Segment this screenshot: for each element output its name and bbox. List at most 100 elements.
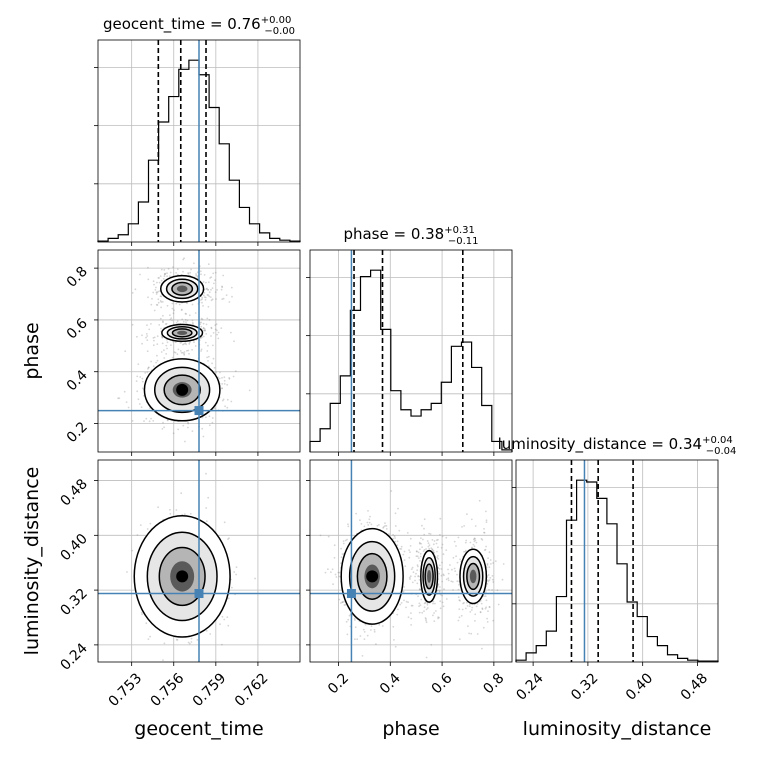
panel-phase-vs-geocent_time-point bbox=[147, 366, 150, 369]
panel-luminosity_distance-vs-phase-point bbox=[411, 581, 414, 584]
panel-phase-vs-geocent_time-point bbox=[207, 281, 210, 284]
panel-phase-vs-geocent_time-point bbox=[205, 416, 207, 419]
panel-luminosity_distance-vs-phase-core bbox=[366, 570, 379, 583]
panel-phase-vs-geocent_time-point bbox=[211, 287, 214, 289]
panel-luminosity_distance-vs-phase-point bbox=[447, 568, 449, 571]
panel-luminosity_distance-vs-phase-point bbox=[426, 607, 429, 609]
panel-luminosity_distance-vs-phase-point bbox=[417, 595, 419, 598]
panel-luminosity_distance-vs-geocent_time-core bbox=[176, 570, 189, 583]
panel-phase-vs-geocent_time-point bbox=[123, 390, 126, 393]
panel-luminosity_distance-vs-phase-point bbox=[410, 568, 413, 570]
panel-phase-vs-geocent_time-point bbox=[210, 276, 213, 278]
panel-phase-vs-geocent_time-point bbox=[216, 329, 218, 332]
panel-phase-vs-geocent_time-point bbox=[178, 303, 181, 306]
panel-luminosity_distance-vs-phase-point bbox=[335, 576, 338, 578]
panel-luminosity_distance-vs-phase-point bbox=[423, 533, 426, 536]
panel-phase-vs-geocent_time-point bbox=[206, 356, 209, 359]
panel-phase-vs-geocent_time-point bbox=[223, 379, 226, 382]
panel-luminosity_distance-vs-geocent_time-point bbox=[205, 472, 207, 475]
panel-luminosity_distance-vs-phase-point bbox=[392, 625, 395, 628]
panel-phase-vs-geocent_time-point bbox=[187, 272, 190, 274]
hist-geocent_time-title-median: 0.76 bbox=[227, 15, 260, 33]
panel-luminosity_distance-vs-phase-point bbox=[366, 521, 369, 524]
panel-luminosity_distance-vs-phase-point bbox=[433, 612, 435, 614]
panel-luminosity_distance-vs-phase-point bbox=[488, 566, 491, 568]
panel-phase-vs-geocent_time-point bbox=[205, 288, 208, 290]
panel-phase-vs-geocent_time-point bbox=[175, 322, 178, 324]
panel-luminosity_distance-vs-phase-point bbox=[319, 534, 322, 537]
panel-phase-vs-geocent_time-point bbox=[158, 281, 161, 284]
panel-luminosity_distance-vs-phase-point bbox=[486, 621, 489, 623]
panel-luminosity_distance-vs-phase-point bbox=[342, 542, 345, 545]
panel-phase-vs-geocent_time-point bbox=[202, 327, 205, 330]
panel-luminosity_distance-vs-phase-point bbox=[362, 628, 365, 631]
panel-luminosity_distance-vs-phase-point bbox=[482, 626, 485, 629]
panel-phase-vs-geocent_time-point bbox=[221, 399, 224, 402]
panel-luminosity_distance-vs-phase-point bbox=[437, 546, 439, 549]
panel-luminosity_distance-vs-phase-point bbox=[427, 545, 430, 548]
panel-luminosity_distance-vs-phase-point bbox=[347, 618, 350, 621]
panel-luminosity_distance-vs-phase-point bbox=[425, 608, 428, 611]
data-layer bbox=[97, 40, 719, 662]
panel-phase-vs-geocent_time-point bbox=[207, 305, 210, 308]
panel-phase-vs-geocent_time-point bbox=[204, 299, 207, 301]
hist-luminosity_distance-title-name: luminosity_distance bbox=[498, 435, 647, 454]
panel-phase-vs-geocent_time-point bbox=[160, 279, 163, 282]
panel-luminosity_distance-vs-phase-point bbox=[384, 525, 386, 527]
panel-luminosity_distance-vs-phase-point bbox=[396, 613, 399, 616]
panel-phase-vs-geocent_time-point bbox=[199, 270, 202, 273]
panel-luminosity_distance-vs-geocent_time-point bbox=[227, 624, 230, 627]
hist-geocent_time-title-plus: +0.00 bbox=[261, 15, 292, 26]
panel-phase-vs-geocent_time-point bbox=[171, 307, 174, 310]
panel-luminosity_distance-vs-phase-point bbox=[487, 610, 489, 612]
panel-phase-vs-geocent_time-point bbox=[194, 345, 197, 347]
panel-phase-vs-geocent_time-point bbox=[201, 427, 204, 430]
panel-phase-vs-geocent_time-point bbox=[183, 354, 186, 356]
panel-phase-vs-geocent_time-point bbox=[217, 337, 220, 340]
panel-phase-vs-geocent_time-point bbox=[220, 288, 223, 291]
panel-luminosity_distance-vs-phase-point bbox=[419, 552, 422, 555]
panel-luminosity_distance-vs-phase-point bbox=[424, 602, 427, 604]
hist-phase-title-plus: +0.31 bbox=[444, 225, 475, 236]
panel-phase-vs-geocent_time-point bbox=[202, 322, 205, 325]
panel-phase-vs-geocent_time-point bbox=[176, 353, 179, 356]
panel-luminosity_distance-vs-phase-point bbox=[423, 606, 426, 609]
panel-phase-vs-geocent_time-point bbox=[181, 308, 183, 311]
panel-luminosity_distance-vs-phase-point bbox=[415, 572, 417, 575]
panel-luminosity_distance-vs-phase-point bbox=[481, 539, 484, 541]
panel-phase-vs-geocent_time-point bbox=[190, 268, 193, 271]
panel-phase-vs-geocent_time-point bbox=[124, 350, 127, 353]
panel-phase-vs-geocent_time-point bbox=[184, 312, 187, 315]
panel-phase-vs-geocent_time-point bbox=[175, 272, 178, 274]
panel-phase-vs-geocent_time-point bbox=[195, 273, 197, 275]
hist-luminosity_distance-xtick-label-2: 0.40 bbox=[623, 670, 656, 703]
panel-luminosity_distance-vs-phase-point bbox=[475, 605, 478, 608]
panel-luminosity_distance-vs-phase-point bbox=[354, 626, 357, 629]
panel-phase-vs-geocent_time-point bbox=[223, 376, 226, 379]
panel-luminosity_distance-vs-geocent_time-point bbox=[221, 643, 223, 646]
panel-luminosity_distance-vs-phase-point bbox=[408, 576, 411, 579]
panel-luminosity_distance-vs-phase-point bbox=[437, 583, 440, 585]
panel-phase-vs-geocent_time-point bbox=[157, 277, 160, 279]
panel-phase-vs-geocent_time-point bbox=[179, 350, 182, 352]
panel-luminosity_distance-vs-phase-point bbox=[488, 589, 490, 591]
panel-luminosity_distance-vs-geocent_time-xtick-label-0: 0.753 bbox=[106, 670, 146, 710]
panel-phase-vs-geocent_time-point bbox=[221, 285, 223, 288]
hist-luminosity_distance-title-eq: = bbox=[647, 435, 669, 453]
xaxis-label-geocent_time: geocent_time bbox=[134, 718, 263, 740]
panel-luminosity_distance-vs-phase-point bbox=[345, 620, 348, 623]
panel-luminosity_distance-vs-phase-point bbox=[396, 540, 399, 543]
panel-phase-vs-geocent_time-point bbox=[127, 406, 130, 409]
panel-luminosity_distance-vs-phase-point bbox=[437, 555, 439, 557]
panel-luminosity_distance-vs-phase-point bbox=[497, 603, 500, 606]
panel-luminosity_distance-vs-geocent_time-point bbox=[223, 521, 226, 524]
panel-phase-vs-geocent_time-point bbox=[183, 343, 185, 345]
panel-luminosity_distance-vs-geocent_time-point bbox=[188, 642, 191, 645]
panel-phase-vs-geocent_time-point bbox=[208, 424, 211, 427]
panel-luminosity_distance-vs-geocent_time-xtick-label-1: 0.756 bbox=[148, 670, 188, 710]
panel-phase-vs-geocent_time-point bbox=[170, 317, 173, 319]
panel-luminosity_distance-vs-phase-point bbox=[370, 523, 373, 526]
panel-phase-vs-geocent_time-point bbox=[156, 291, 159, 294]
panel-luminosity_distance-vs-phase-point bbox=[421, 611, 424, 614]
panel-luminosity_distance-vs-phase-point bbox=[423, 602, 426, 605]
